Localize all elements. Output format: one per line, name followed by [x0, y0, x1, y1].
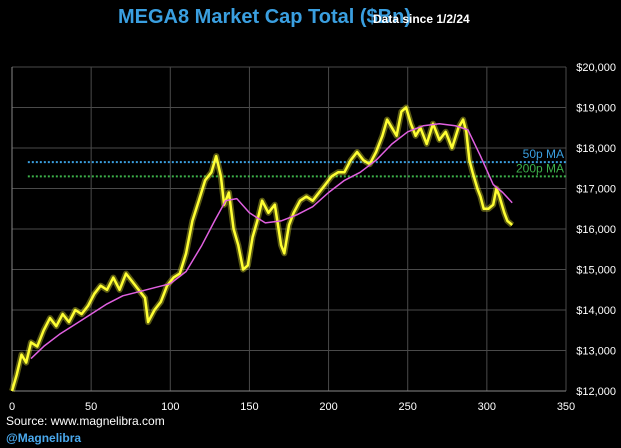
y-tick-label: $15,000	[576, 265, 616, 277]
x-axis-ticks: 0 50 100 150 200 250 300 350	[9, 401, 575, 413]
x-tick-label: 150	[240, 401, 258, 413]
series-glow	[9, 104, 515, 392]
x-tick-label: 0	[9, 401, 15, 413]
reference-line-label: 200p MA	[516, 161, 564, 175]
grid	[11, 66, 567, 392]
y-axis-ticks: $12,000 $13,000 $14,000 $15,000 $16,000 $17,0…	[576, 62, 616, 398]
y-tick-label: $14,000	[576, 305, 616, 317]
x-tick-label: 100	[161, 401, 179, 413]
y-tick-label: $20,000	[576, 62, 616, 74]
series-line	[30, 122, 513, 360]
source-text: Source: www.magnelibra.com	[6, 414, 165, 428]
y-tick-label: $18,000	[576, 143, 616, 155]
chart-title: MEGA8 Market Cap Total ($Bn)	[118, 6, 411, 28]
x-tick-label: 200	[319, 401, 337, 413]
twitter-handle: @Magnelibra	[6, 431, 82, 445]
x-tick-label: 300	[478, 401, 496, 413]
y-tick-label: $16,000	[576, 224, 616, 236]
y-tick-label: $13,000	[576, 346, 616, 358]
x-tick-label: 250	[399, 401, 417, 413]
series-lines	[9, 104, 515, 392]
x-tick-label: 350	[557, 401, 575, 413]
y-tick-label: $17,000	[576, 184, 616, 196]
y-tick-label: $19,000	[576, 103, 616, 115]
series-line	[10, 106, 514, 392]
reference-line-label: 50p MA	[523, 147, 564, 161]
chart-subtitle: Data since 1/2/24	[373, 12, 470, 26]
x-tick-label: 50	[85, 401, 97, 413]
y-tick-label: $12,000	[576, 386, 616, 398]
